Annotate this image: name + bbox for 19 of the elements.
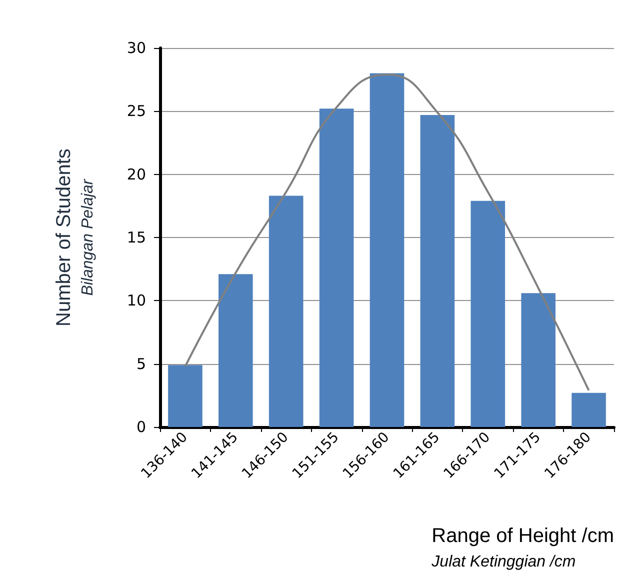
bar (218, 274, 253, 427)
y-tick-label: 10 (126, 292, 146, 310)
bar (168, 365, 202, 427)
bar (319, 108, 354, 427)
bar (572, 392, 606, 427)
y-tick-label: 30 (126, 39, 146, 57)
bar (470, 200, 506, 427)
y-tick-label: 25 (126, 102, 146, 120)
y-tick-label: 20 (126, 165, 146, 184)
y-tick-label: 0 (136, 418, 146, 436)
y-tick-label: 5 (136, 354, 146, 373)
line-series (184, 74, 590, 392)
x-axis-title: Range of Height /cm Julat Ketinggian /cm (430, 525, 614, 570)
y-axis-title: Number of Students Bilangan Pelajar (53, 148, 96, 326)
bar (370, 73, 404, 427)
bar (268, 196, 304, 427)
y-tick-label: 15 (126, 228, 146, 246)
bar (420, 114, 455, 427)
bar (521, 293, 556, 427)
